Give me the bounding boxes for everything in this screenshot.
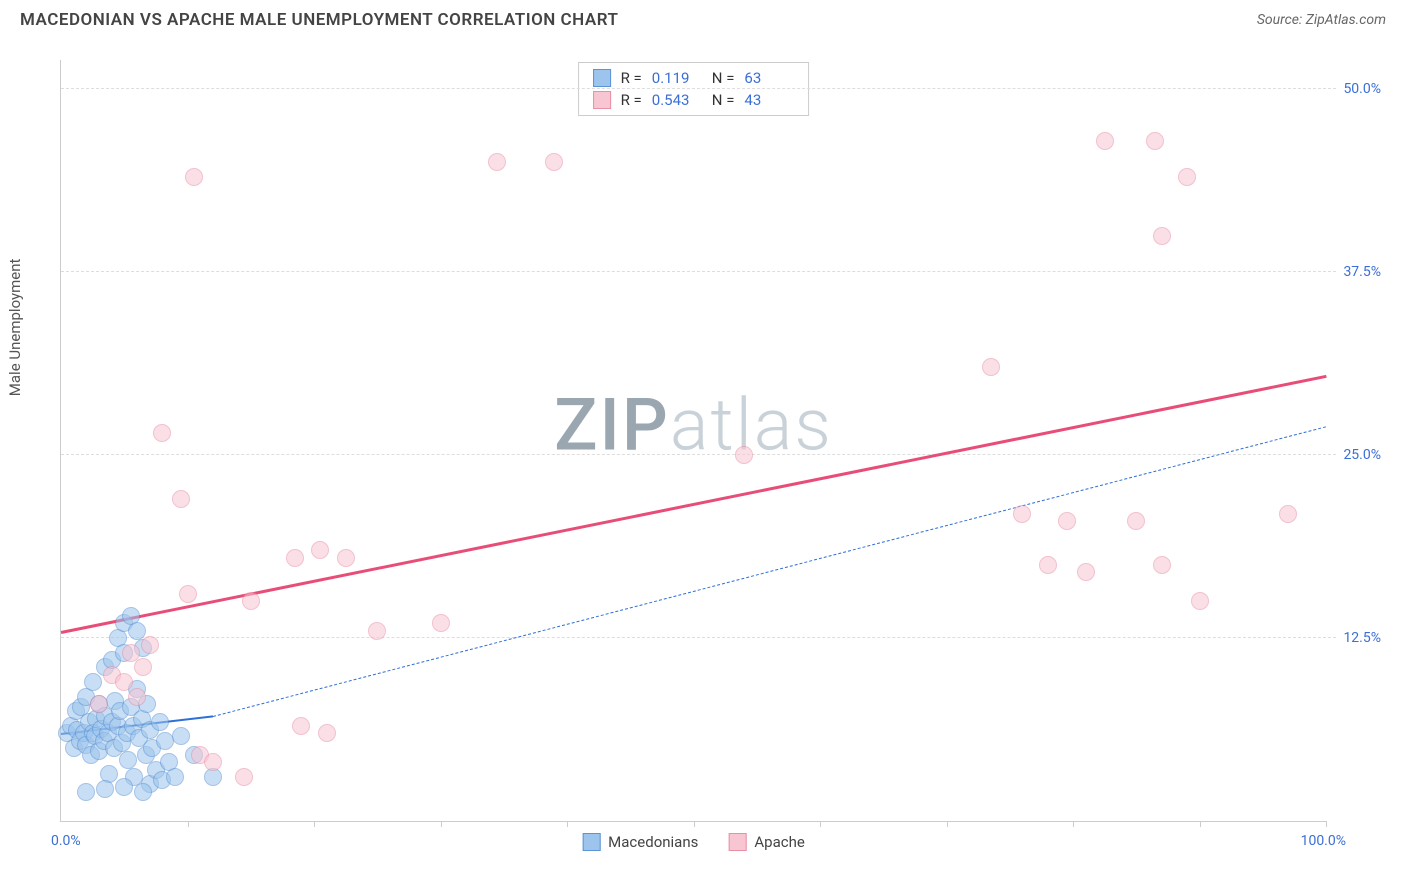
stats-row-apache: R = 0.543 N = 43 <box>593 89 795 111</box>
legend-swatch <box>728 833 746 851</box>
data-point-macedonians <box>115 778 133 796</box>
data-point-apache <box>1178 168 1196 186</box>
gridline <box>61 637 1336 638</box>
x-tick <box>820 821 821 827</box>
data-point-apache <box>204 753 222 771</box>
data-point-macedonians <box>134 783 152 801</box>
data-point-apache <box>735 446 753 464</box>
data-point-apache <box>1279 505 1297 523</box>
data-point-apache <box>1153 556 1171 574</box>
gridline <box>61 88 1336 89</box>
n-value: 43 <box>744 91 794 109</box>
data-point-apache <box>185 168 203 186</box>
data-point-apache <box>1191 592 1209 610</box>
chart-area: Male Unemployment ZIPatlas R =0.119N =63… <box>20 40 1386 872</box>
chart-title: MACEDONIAN VS APACHE MALE UNEMPLOYMENT C… <box>20 10 618 30</box>
data-point-apache <box>318 724 336 742</box>
y-tick-label: 50.0% <box>1343 81 1381 97</box>
data-point-apache <box>982 358 1000 376</box>
data-point-macedonians <box>84 673 102 691</box>
legend: Macedonians Apache <box>582 833 805 851</box>
data-point-apache <box>90 695 108 713</box>
data-point-apache <box>122 644 140 662</box>
legend-item: Macedonians <box>582 833 698 851</box>
data-point-macedonians <box>166 768 184 786</box>
x-tick <box>567 821 568 827</box>
data-point-macedonians <box>119 751 137 769</box>
data-point-apache <box>368 622 386 640</box>
data-point-apache <box>292 717 310 735</box>
data-point-apache <box>545 153 563 171</box>
n-label: N = <box>712 69 735 87</box>
data-point-apache <box>1077 563 1095 581</box>
legend-label: Apache <box>754 833 804 851</box>
data-point-apache <box>337 549 355 567</box>
data-point-macedonians <box>128 622 146 640</box>
y-tick-label: 37.5% <box>1343 264 1381 280</box>
data-point-apache <box>286 549 304 567</box>
data-point-apache <box>242 592 260 610</box>
x-tick <box>1200 821 1201 827</box>
data-point-apache <box>1127 512 1145 530</box>
x-tick <box>441 821 442 827</box>
r-label: R = <box>621 69 642 87</box>
n-value: 63 <box>744 69 794 87</box>
data-point-apache <box>134 658 152 676</box>
data-point-macedonians <box>96 780 114 798</box>
x-tick <box>188 821 189 827</box>
data-point-macedonians <box>172 727 190 745</box>
y-axis-label: Male Unemployment <box>6 259 24 397</box>
legend-swatch <box>582 833 600 851</box>
x-tick <box>1073 821 1074 827</box>
y-tick-label: 12.5% <box>1343 630 1381 646</box>
scatter-plot: ZIPatlas R =0.119N =63R =0.543N =43 Mace… <box>60 60 1326 822</box>
chart-header: MACEDONIAN VS APACHE MALE UNEMPLOYMENT C… <box>0 0 1406 36</box>
data-point-apache <box>179 585 197 603</box>
gridline <box>61 271 1336 272</box>
x-axis-min-label: 0.0% <box>51 833 81 849</box>
gridline <box>61 454 1336 455</box>
swatch-apache <box>593 91 611 109</box>
x-tick <box>694 821 695 827</box>
data-point-apache <box>141 636 159 654</box>
r-label: R = <box>621 91 642 109</box>
data-point-apache <box>153 424 171 442</box>
data-point-apache <box>1013 505 1031 523</box>
data-point-apache <box>488 153 506 171</box>
x-axis-max-label: 100.0% <box>1301 833 1346 849</box>
data-point-apache <box>235 768 253 786</box>
data-point-apache <box>1096 132 1114 150</box>
r-value: 0.543 <box>652 91 702 109</box>
data-point-apache <box>1153 227 1171 245</box>
source-citation: Source: ZipAtlas.com <box>1257 12 1386 28</box>
x-tick <box>1326 821 1327 827</box>
data-point-apache <box>115 673 133 691</box>
data-point-apache <box>1039 556 1057 574</box>
data-point-macedonians <box>151 713 169 731</box>
x-tick <box>314 821 315 827</box>
data-point-apache <box>172 490 190 508</box>
n-label: N = <box>712 91 735 109</box>
legend-item: Apache <box>728 833 804 851</box>
data-point-apache <box>432 614 450 632</box>
swatch-macedonians <box>593 69 611 87</box>
legend-label: Macedonians <box>608 833 698 851</box>
data-point-apache <box>1146 132 1164 150</box>
y-tick-label: 25.0% <box>1343 447 1381 463</box>
data-point-macedonians <box>156 732 174 750</box>
r-value: 0.119 <box>652 69 702 87</box>
data-point-macedonians <box>77 783 95 801</box>
data-point-apache <box>1058 512 1076 530</box>
data-point-apache <box>128 688 146 706</box>
x-tick <box>947 821 948 827</box>
stats-row-macedonians: R = 0.119 N = 63 <box>593 67 795 89</box>
data-point-apache <box>311 541 329 559</box>
